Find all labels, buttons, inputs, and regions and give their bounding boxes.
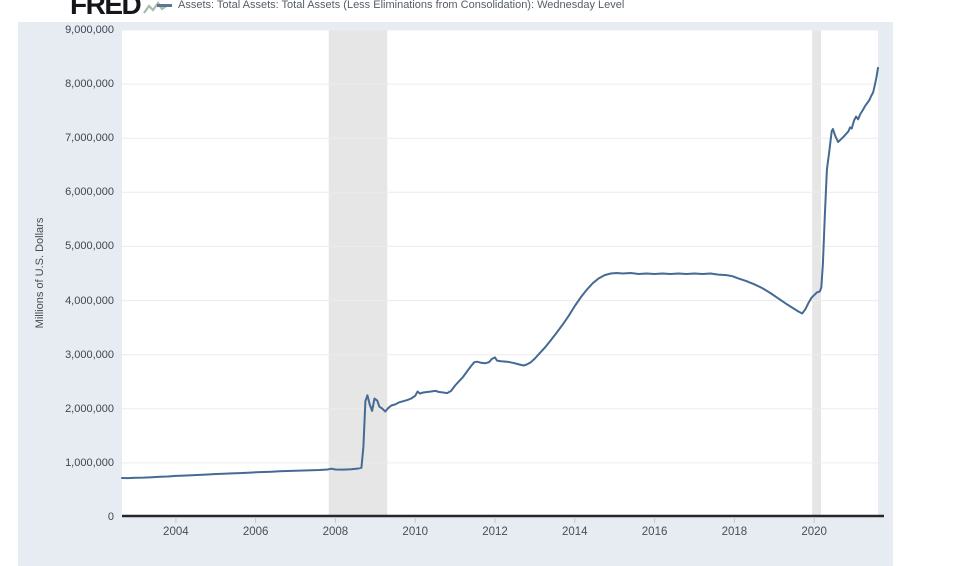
x-axis-label: 2008 xyxy=(322,526,349,538)
y-axis-label: 2,000,000 xyxy=(65,402,114,415)
recession-band xyxy=(328,30,388,517)
y-axis-label: 8,000,000 xyxy=(65,78,114,91)
x-axis-label: 2016 xyxy=(641,526,668,538)
y-axis-title: Millions of U.S. Dollars xyxy=(34,217,46,329)
legend-line-sample-icon xyxy=(157,3,172,7)
x-axis-label: 2010 xyxy=(402,526,429,538)
chart-legend: Assets: Total Assets: Total Assets (Less… xyxy=(157,0,624,13)
recession-band xyxy=(812,30,821,517)
x-axis-label: 2018 xyxy=(721,526,748,538)
y-axis-label: 4,000,000 xyxy=(65,294,114,307)
plot-area[interactable] xyxy=(121,29,884,523)
x-axis-label: 2014 xyxy=(562,526,588,538)
chart-container: Millions of U.S. Dollars 0 1,000,000 2,000… xyxy=(18,22,893,566)
y-axis-label: 6,000,000 xyxy=(65,186,114,199)
fred-logo[interactable]: FRED xyxy=(70,0,169,19)
chart-svg xyxy=(121,29,884,523)
x-axis-label: 2020 xyxy=(801,526,827,538)
y-axis-label: 7,000,000 xyxy=(65,132,114,145)
y-axis-label: 3,000,000 xyxy=(65,348,114,361)
y-axis-label: 1,000,000 xyxy=(65,456,114,469)
legend-label[interactable]: Assets: Total Assets: Total Assets (Less… xyxy=(178,0,625,11)
y-axis-label: 0 xyxy=(107,511,114,523)
y-axis-label: 5,000,000 xyxy=(65,240,114,253)
data-line xyxy=(121,66,879,480)
y-axis-label: 9,000,000 xyxy=(65,24,114,36)
x-axis-label: 2012 xyxy=(482,526,508,538)
fred-logo-sparkline-icon xyxy=(143,1,169,14)
x-axis-label: 2004 xyxy=(163,526,189,538)
fred-logo-text: FRED xyxy=(70,0,142,20)
x-axis-label: 2006 xyxy=(242,526,269,538)
